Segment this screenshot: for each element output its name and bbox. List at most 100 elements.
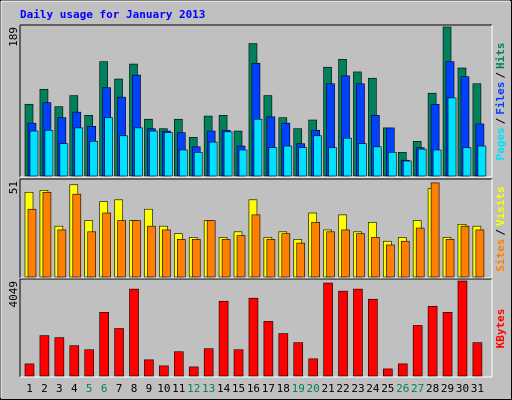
bar bbox=[27, 208, 37, 278]
bar bbox=[84, 349, 95, 377]
bar bbox=[417, 148, 427, 177]
bar bbox=[203, 348, 214, 377]
bar bbox=[188, 366, 199, 377]
bar bbox=[132, 220, 141, 278]
bar bbox=[119, 135, 128, 177]
bar bbox=[373, 146, 382, 177]
bar bbox=[218, 300, 229, 377]
bar bbox=[177, 239, 186, 278]
bar bbox=[371, 237, 380, 278]
bar bbox=[447, 97, 457, 177]
x-tick-label: 3 bbox=[56, 382, 63, 395]
bar bbox=[42, 191, 52, 278]
bar bbox=[147, 225, 156, 278]
bar bbox=[386, 244, 395, 278]
x-tick-label: 28 bbox=[426, 382, 439, 395]
bar bbox=[311, 222, 320, 278]
bar bbox=[338, 290, 348, 377]
bar bbox=[402, 160, 412, 177]
bar bbox=[341, 229, 350, 278]
bar bbox=[388, 152, 397, 177]
legend: KBytes bbox=[494, 309, 507, 349]
bar bbox=[462, 147, 472, 177]
bar bbox=[296, 242, 306, 278]
x-tick-label: 23 bbox=[351, 382, 364, 395]
bar bbox=[162, 229, 171, 278]
bar bbox=[251, 214, 261, 278]
x-tick-label: 13 bbox=[202, 382, 215, 395]
x-tick-label: 22 bbox=[336, 382, 349, 395]
bar bbox=[54, 337, 65, 377]
x-tick-label: 30 bbox=[456, 382, 469, 395]
legend-separator: / bbox=[494, 117, 507, 124]
bar bbox=[149, 130, 158, 177]
bar bbox=[117, 220, 126, 278]
bar bbox=[308, 358, 318, 377]
bar bbox=[278, 333, 289, 377]
bar bbox=[281, 233, 291, 278]
bar bbox=[432, 149, 442, 177]
bar bbox=[326, 231, 335, 278]
bar bbox=[134, 127, 143, 177]
bar bbox=[191, 239, 201, 278]
bar bbox=[159, 365, 169, 377]
bar bbox=[400, 240, 410, 278]
bar bbox=[415, 227, 425, 278]
bar bbox=[102, 212, 111, 278]
bar bbox=[179, 149, 188, 177]
legend: Pages / Files / Hits bbox=[494, 43, 507, 161]
bar bbox=[144, 359, 154, 377]
bar bbox=[328, 147, 337, 177]
x-tick-label: 14 bbox=[217, 382, 231, 395]
bar bbox=[69, 345, 80, 377]
bar bbox=[29, 130, 39, 177]
x-tick-label: 31 bbox=[471, 382, 484, 395]
legend: Sites / Visits bbox=[494, 186, 507, 272]
bar bbox=[164, 132, 173, 177]
legend-entry: Sites bbox=[494, 239, 507, 272]
bar bbox=[238, 149, 248, 177]
bar bbox=[358, 143, 367, 177]
legend-entry: KBytes bbox=[494, 309, 507, 349]
bar bbox=[293, 342, 304, 377]
x-tick-label: 16 bbox=[247, 382, 260, 395]
bar bbox=[442, 312, 453, 377]
x-tick-label: 7 bbox=[116, 382, 123, 395]
bar bbox=[89, 141, 99, 177]
bar bbox=[266, 239, 276, 278]
x-tick-label: 20 bbox=[307, 382, 320, 395]
x-tick-label: 10 bbox=[157, 382, 170, 395]
bar bbox=[99, 312, 109, 377]
x-tick-label: 24 bbox=[366, 382, 380, 395]
bar bbox=[263, 321, 274, 377]
legend-entry: Files bbox=[494, 82, 507, 115]
x-tick-label: 6 bbox=[101, 382, 108, 395]
bar bbox=[74, 127, 84, 177]
bar bbox=[104, 117, 113, 177]
bar bbox=[472, 342, 483, 377]
x-tick-label: 9 bbox=[146, 382, 153, 395]
bar bbox=[114, 328, 124, 377]
y-tick-label: 4049 bbox=[7, 281, 20, 308]
x-tick-label: 4 bbox=[71, 382, 78, 395]
bar bbox=[445, 239, 455, 278]
x-tick-label: 1 bbox=[26, 382, 33, 395]
bar bbox=[457, 280, 468, 377]
bar bbox=[44, 129, 54, 177]
legend-entry: Hits bbox=[494, 43, 507, 70]
bar bbox=[248, 297, 259, 377]
bar bbox=[208, 141, 218, 177]
bar bbox=[353, 288, 363, 377]
x-tick-label: 5 bbox=[86, 382, 93, 395]
bar bbox=[283, 145, 293, 177]
chart-title: Daily usage for January 2013 bbox=[20, 8, 205, 21]
bar bbox=[59, 143, 69, 177]
x-tick-label: 25 bbox=[381, 382, 394, 395]
bar bbox=[460, 225, 470, 278]
bar bbox=[57, 229, 67, 278]
x-tick-label: 15 bbox=[232, 382, 245, 395]
x-tick-label: 2 bbox=[41, 382, 48, 395]
legend-separator: / bbox=[494, 72, 507, 79]
bar bbox=[87, 231, 97, 278]
